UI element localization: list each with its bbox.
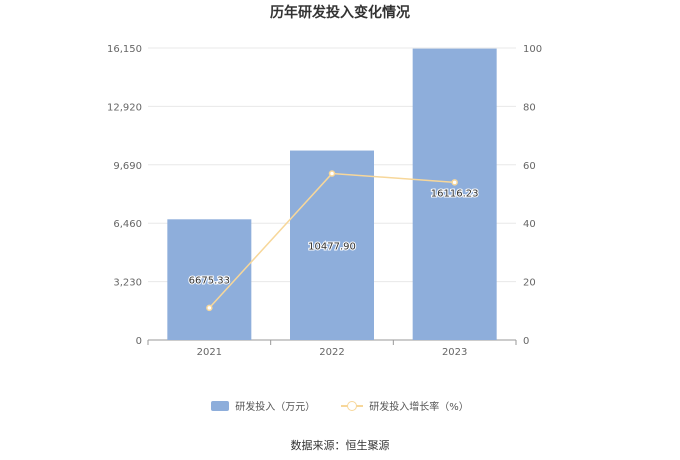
bar [167, 219, 252, 340]
y-right-tick-label: 40 [523, 219, 536, 230]
y-right-tick-label: 20 [523, 278, 536, 289]
x-tick-label: 2021 [197, 347, 222, 358]
y-left-tick-label: 3,230 [113, 278, 142, 289]
bar-data-label: 10477.90 [308, 241, 356, 252]
legend-line-swatch [341, 400, 364, 412]
legend-item-line[interactable]: 研发投入增长率（%） [341, 398, 469, 413]
chart-title: 历年研发投入变化情况 [270, 5, 410, 21]
chart-legend: 研发投入（万元） 研发投入增长率（%） [0, 398, 680, 413]
y-left-tick-label: 6,460 [113, 219, 142, 230]
bar-data-label: 16116.23 [431, 188, 479, 199]
x-tick-label: 2022 [319, 347, 344, 358]
x-tick-label: 2023 [442, 347, 467, 358]
y-right-tick-label: 100 [523, 44, 542, 55]
bar-data-label: 6675.33 [189, 276, 230, 287]
legend-bar-label: 研发投入（万元） [235, 402, 316, 413]
legend-item-bar[interactable]: 研发投入（万元） [211, 398, 315, 413]
y-left-tick-label: 0 [136, 336, 142, 347]
growth-point [451, 179, 458, 186]
y-left-tick-label: 12,920 [107, 102, 142, 113]
data-source: 数据来源：恒生聚源 [290, 439, 390, 452]
legend-bar-swatch [211, 400, 230, 411]
bar [290, 150, 374, 340]
y-right-tick-label: 80 [523, 102, 536, 113]
y-left-tick-label: 9,690 [113, 161, 142, 172]
bar [412, 48, 497, 341]
y-right-tick-label: 0 [523, 336, 529, 347]
legend-line-label: 研发投入增长率（%） [369, 402, 469, 413]
y-left-tick-label: 16,150 [107, 44, 142, 55]
chart-plot: 0 3,230 6,460 9,690 12,920 16,150 0 20 40 60 80 100… [107, 44, 542, 358]
growth-point [206, 304, 213, 312]
y-right-tick-label: 60 [523, 161, 536, 172]
growth-point [328, 170, 336, 177]
